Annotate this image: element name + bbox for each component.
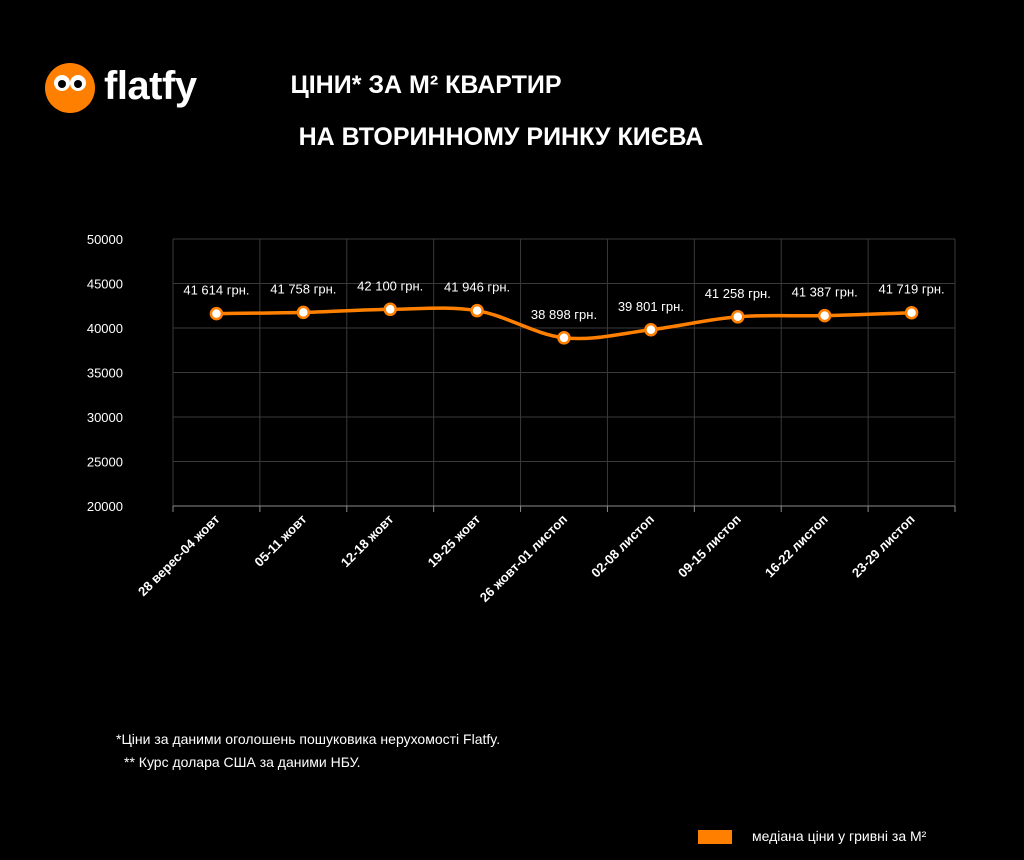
y-tick-label: 25000 (87, 455, 123, 470)
x-tick-label: 19-25 жовт (425, 512, 484, 571)
data-point (904, 305, 919, 320)
data-point (209, 306, 224, 321)
y-tick-label: 30000 (87, 410, 123, 425)
flatfy-eyes-icon (45, 63, 95, 113)
x-tick-label: 05-11 жовт (251, 512, 309, 570)
footnote-exchange-rate: ** Курс долара США за даними НБУ. (124, 754, 361, 770)
data-label: 38 898 грн. (531, 307, 597, 322)
footnote-source: *Ціни за даними оголошень пошуковика нер… (116, 731, 501, 747)
data-point (817, 308, 832, 323)
x-tick-label: 09-15 листоп (675, 512, 744, 581)
legend-label: медіана ціни у гривні за М² (752, 828, 927, 844)
y-tick-label: 20000 (87, 499, 123, 514)
data-label: 41 258 грн. (705, 286, 771, 301)
data-point (731, 310, 745, 324)
y-tick-label: 35000 (87, 366, 123, 381)
data-label: 42 100 грн. (357, 278, 423, 293)
legend-swatch (698, 830, 732, 844)
x-tick-label: 02-08 листоп (588, 512, 657, 581)
data-label: 41 387 грн. (792, 285, 858, 300)
data-point (383, 302, 397, 317)
x-tick-label: 23-29 листоп (849, 512, 918, 581)
flatfy-logo: flatfy (44, 62, 224, 118)
chart-title-line2: НА ВТОРИННОМУ РИНКУ КИЄВА (298, 123, 704, 151)
data-label: 41 719 грн. (878, 282, 944, 297)
data-label: 41 758 грн. (270, 281, 336, 296)
y-tick-label: 50000 (87, 232, 123, 247)
x-tick-label: 28 верес-04 жовт (135, 512, 223, 600)
y-tick-label: 45000 (87, 277, 123, 292)
data-point (644, 323, 658, 337)
data-label: 41 946 грн. (444, 280, 510, 295)
y-tick-label: 40000 (87, 321, 123, 336)
x-tick-label: 26 жовт-01 листоп (477, 512, 570, 605)
chart-title-line1: ЦІНИ* ЗА М² КВАРТИР (290, 71, 562, 99)
data-point (557, 331, 571, 345)
data-point (470, 303, 484, 318)
data-label: 41 614 грн. (183, 283, 249, 298)
x-tick-label: 16-22 листоп (762, 512, 831, 581)
price-line-chart: 20000 25000 30000 35000 40000 45000 50000 28 ве… (87, 232, 956, 605)
brand-name: flatfy (104, 64, 197, 108)
x-tick-label: 12-18 жовт (338, 512, 397, 571)
data-point (296, 305, 311, 320)
data-label: 39 801 грн. (618, 299, 684, 314)
